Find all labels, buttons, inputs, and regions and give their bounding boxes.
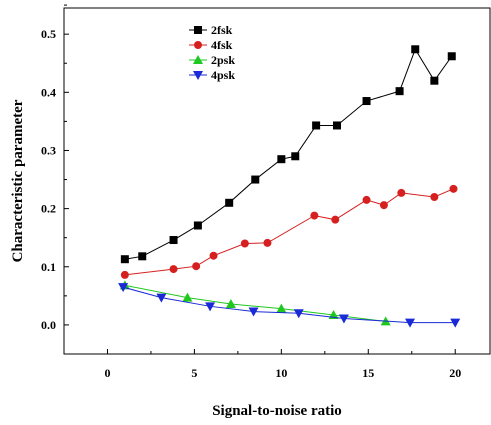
x-tick-label: 10 xyxy=(275,366,287,380)
legend-label: 4psk xyxy=(211,68,235,82)
legend-marker xyxy=(193,55,203,64)
series-line-4psk xyxy=(122,286,456,324)
data-point-2fsk xyxy=(251,175,260,184)
data-point-4fsk xyxy=(169,265,178,274)
y-tick-label: 0.2 xyxy=(41,202,56,216)
data-point-2fsk xyxy=(447,52,456,61)
series-2fsk xyxy=(120,45,456,264)
data-point-4psk xyxy=(293,309,304,319)
legend-marker xyxy=(193,71,203,80)
x-tick-label: 5 xyxy=(191,366,197,380)
data-point-4fsk xyxy=(362,195,371,204)
data-point-2fsk xyxy=(395,87,404,96)
y-tick-label: 0.4 xyxy=(41,85,56,99)
data-point-2fsk xyxy=(225,198,234,207)
y-tick-label: 0.0 xyxy=(41,318,56,332)
x-axis-label: Signal-to-noise ratio xyxy=(212,403,342,419)
x-tick-label: 0 xyxy=(104,366,110,380)
y-tick-label: 0.5 xyxy=(41,27,56,41)
data-point-4psk xyxy=(156,293,167,303)
data-point-4fsk xyxy=(430,192,439,201)
legend-label: 4fsk xyxy=(211,38,233,52)
series-4fsk xyxy=(120,184,458,279)
data-point-4fsk xyxy=(263,238,272,247)
data-point-2fsk xyxy=(312,121,321,130)
data-point-2fsk xyxy=(193,221,202,230)
data-point-2fsk xyxy=(120,255,129,264)
data-point-4fsk xyxy=(240,239,249,248)
data-point-2fsk xyxy=(430,76,439,85)
legend-item-2psk: 2psk xyxy=(189,53,235,67)
legend-label: 2fsk xyxy=(211,23,233,37)
y-tick-label: 0.3 xyxy=(41,143,56,157)
x-tick-label: 20 xyxy=(449,366,461,380)
data-point-4psk xyxy=(405,318,416,328)
data-point-4fsk xyxy=(209,251,218,260)
legend-item-2fsk: 2fsk xyxy=(189,23,233,37)
legend-item-4fsk: 4fsk xyxy=(189,38,233,52)
legend-label: 2psk xyxy=(211,53,235,67)
data-point-2fsk xyxy=(169,236,178,245)
data-point-4fsk xyxy=(310,211,319,220)
data-point-4fsk xyxy=(449,184,458,193)
data-point-2fsk xyxy=(362,97,371,106)
data-point-4psk xyxy=(338,314,349,324)
data-point-4psk xyxy=(205,302,216,312)
data-point-4psk xyxy=(248,307,259,317)
series-line-2fsk xyxy=(124,48,453,260)
data-point-4fsk xyxy=(379,201,388,210)
x-tick-label: 15 xyxy=(362,366,374,380)
series-line-4fsk xyxy=(124,188,454,276)
series-4psk xyxy=(118,283,461,328)
data-point-4fsk xyxy=(120,270,129,279)
data-point-4fsk xyxy=(331,215,340,224)
data-point-2psk xyxy=(182,292,193,302)
legend-marker xyxy=(194,41,202,49)
legend-item-4psk: 4psk xyxy=(189,68,235,82)
legend-marker xyxy=(194,26,202,34)
data-point-2psk xyxy=(225,298,236,308)
y-tick-label: 0.1 xyxy=(41,260,56,274)
data-point-2fsk xyxy=(138,252,147,261)
data-point-2fsk xyxy=(332,121,341,130)
data-point-4psk xyxy=(118,283,129,293)
y-axis-label: Characteristic parameter xyxy=(10,99,26,262)
data-point-2fsk xyxy=(277,155,286,164)
data-point-2fsk xyxy=(411,45,420,54)
plot-frame xyxy=(63,7,491,355)
data-point-2psk xyxy=(276,303,287,313)
data-point-4psk xyxy=(450,318,461,328)
data-point-4fsk xyxy=(192,262,201,271)
data-point-4fsk xyxy=(397,188,406,197)
series-layer xyxy=(118,45,461,328)
y-axis-ticks: 0.0 0.1 0.2 0.3 0.4 0.5 xyxy=(41,4,69,332)
x-axis-ticks: 0 5 10 15 20 xyxy=(63,349,461,380)
data-point-2fsk xyxy=(291,152,300,161)
